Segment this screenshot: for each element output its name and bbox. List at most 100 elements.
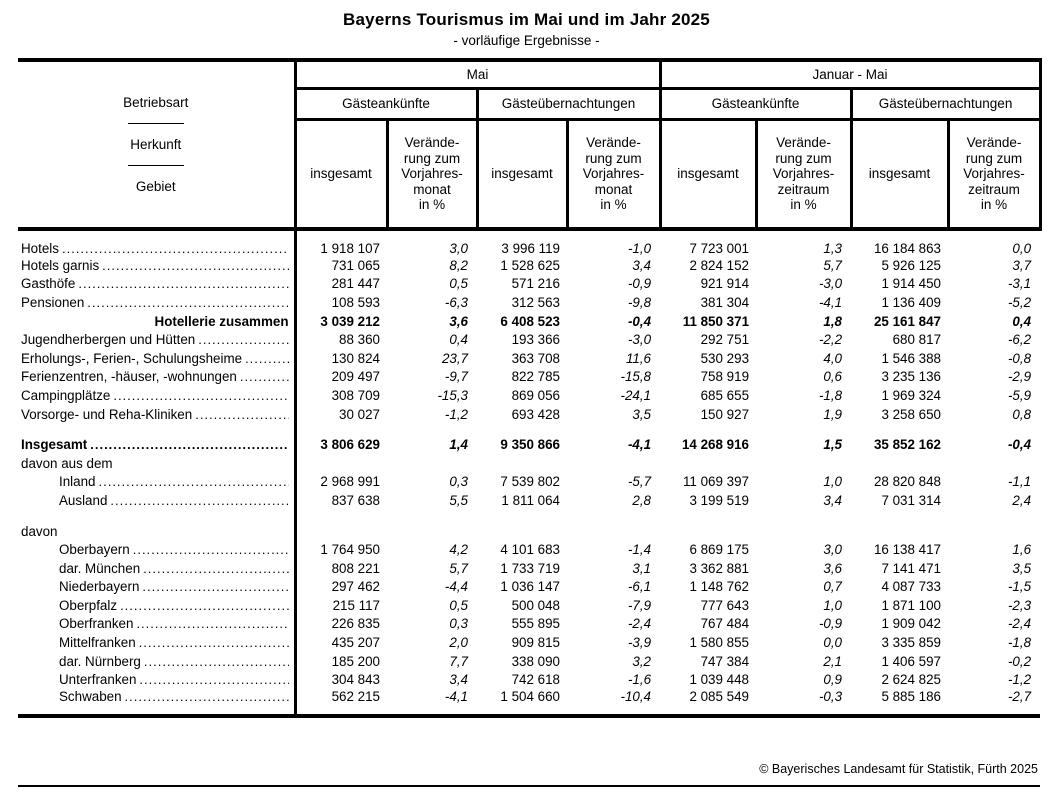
- value-cell: 1 406 597: [881, 653, 942, 669]
- change-cell: 2,4: [1012, 492, 1032, 508]
- row-stub-cell: Gasthöfe: [18, 274, 297, 294]
- table-row: Schwaben 562 215 -4,1 1 504 660 -10,4 2 …: [18, 689, 1040, 717]
- value-cell: 16 184 863: [873, 241, 942, 256]
- leader-dots: [139, 672, 288, 687]
- value-cell: 1 914 450: [881, 276, 942, 292]
- value-cell: 777 643: [700, 597, 750, 613]
- change-cell: 0,8: [1012, 406, 1032, 422]
- change-cell: 3,6: [449, 313, 468, 329]
- row-stub-cell: [18, 423, 297, 436]
- row-stub-cell: Pensionen: [18, 293, 297, 312]
- change-cell: 3,1: [632, 560, 652, 576]
- table-row: Ausland 837 638 5,5 1 811 064 2,8 3 199 …: [18, 491, 1040, 510]
- change-cell: 5,7: [823, 257, 843, 273]
- page-subtitle: - vorläufige Ergebnisse -: [453, 33, 600, 48]
- leader-dots: [113, 388, 288, 403]
- table-row: Oberbayern 1 764 950 4,2 4 101 683 -1,4 …: [18, 540, 1040, 559]
- change-cell: [567, 454, 660, 473]
- value-cell: 6 869 175: [689, 542, 750, 558]
- row-stub-cell: Niederbayern: [18, 577, 297, 597]
- change-cell: -10,4: [620, 689, 652, 705]
- change-cell: 1,0: [823, 597, 843, 613]
- leader-dots: [110, 493, 288, 508]
- table-row: Pensionen 108 593 -6,3 312 563 -9,8 381 …: [18, 293, 1040, 312]
- change-cell: 3,5: [1012, 560, 1032, 576]
- change-cell: 2,0: [449, 635, 468, 651]
- leader-dots: [78, 276, 288, 291]
- change-cell: -1,5: [1007, 579, 1032, 595]
- value-cell: 837 638: [331, 492, 380, 508]
- table-row: Oberfranken 226 835 0,3 555 895 -2,4 767…: [18, 614, 1040, 634]
- change-cell: -6,2: [1007, 332, 1032, 348]
- change-cell: [756, 423, 851, 435]
- row-label: Hotels garnis: [21, 257, 100, 273]
- stub-label-herkunft: Herkunft: [130, 137, 182, 152]
- change-cell: 0,0: [1012, 241, 1032, 256]
- value-cell: 2 624 825: [881, 672, 942, 688]
- change-cell: 1,5: [823, 437, 843, 453]
- change-cell: [567, 423, 660, 435]
- change-cell: 3,4: [632, 257, 652, 273]
- value-cell: 731 065: [331, 257, 380, 273]
- change-cell: 3,0: [823, 542, 843, 558]
- change-cell: -2,4: [627, 616, 652, 632]
- value-cell: [295, 454, 387, 473]
- value-cell: [477, 423, 567, 435]
- change-cell: -24,1: [620, 387, 652, 403]
- row-stub-cell: Campingplätze: [18, 386, 297, 405]
- table-row: Niederbayern 297 462 -4,4 1 036 147 -6,1…: [18, 577, 1040, 597]
- value-cell: 185 200: [331, 653, 380, 669]
- leader-dots: [125, 689, 289, 704]
- value-cell: 4 101 683: [500, 542, 560, 558]
- change-cell: [756, 454, 851, 473]
- value-cell: 16 138 417: [873, 542, 942, 558]
- value-cell: 693 428: [511, 406, 560, 422]
- change-cell: 3,7: [1012, 257, 1032, 273]
- value-cell: 822 785: [511, 369, 560, 385]
- value-cell: [477, 454, 567, 473]
- row-stub-cell: Jugendherbergen und Hütten: [18, 330, 297, 349]
- table-row: Jugendherbergen und Hütten 88 360 0,4 19…: [18, 330, 1040, 349]
- change-cell: [756, 522, 851, 541]
- value-cell: 3 199 519: [689, 492, 750, 508]
- table-row: Inland 2 968 991 0,3 7 539 802 -5,7 11 0…: [18, 472, 1040, 492]
- value-cell: [295, 423, 387, 435]
- leader-dots: [102, 258, 288, 273]
- value-cell: 30 027: [339, 406, 380, 422]
- change-cell: -5,7: [627, 474, 652, 490]
- col-header-change: Verände- rung zum Vorjahres- zeitraum in…: [754, 117, 853, 231]
- value-cell: 2 968 991: [320, 474, 380, 490]
- value-cell: 747 384: [700, 653, 750, 669]
- stub-header-cell: Betriebsart Herkunft Gebiet: [18, 60, 297, 229]
- value-cell: 338 090: [511, 653, 560, 669]
- leader-dots: [133, 542, 289, 557]
- change-cell: -9,8: [627, 294, 652, 310]
- row-stub-cell: Oberfranken: [18, 614, 297, 634]
- stub-label-gebiet: Gebiet: [135, 179, 176, 194]
- bottom-rule: [18, 785, 1040, 787]
- row-stub-cell: Unterfranken: [18, 670, 297, 690]
- value-cell: 758 919: [700, 369, 750, 385]
- value-cell: 1 039 448: [689, 672, 750, 688]
- table-row: Erholungs-, Ferien-, Schulungsheime 130 …: [18, 348, 1040, 368]
- change-cell: [387, 454, 477, 473]
- change-cell: 11,6: [625, 350, 652, 366]
- row-stub-cell: dar. Nürnberg: [18, 651, 297, 671]
- leader-dots: [90, 437, 288, 452]
- value-cell: 1 136 409: [881, 294, 942, 310]
- value-cell: 381 304: [700, 294, 750, 310]
- stub-divider: [127, 165, 184, 166]
- change-cell: -15,8: [620, 369, 652, 385]
- change-cell: [948, 522, 1040, 541]
- change-cell: -5,9: [1007, 387, 1032, 403]
- col-header-insgesamt: insgesamt: [293, 117, 389, 231]
- row-label: Oberbayern: [59, 542, 130, 558]
- value-cell: 130 824: [331, 350, 380, 366]
- row-stub-cell: [18, 509, 297, 522]
- subgroup-janmai-uebernachtungen: Gästeübernachtungen: [849, 86, 1042, 121]
- value-cell: 7 539 802: [500, 474, 560, 490]
- value-cell: 1 969 324: [881, 387, 942, 403]
- value-cell: 11 069 397: [682, 474, 750, 490]
- leader-dots: [98, 474, 288, 489]
- value-cell: 7 031 314: [881, 492, 942, 508]
